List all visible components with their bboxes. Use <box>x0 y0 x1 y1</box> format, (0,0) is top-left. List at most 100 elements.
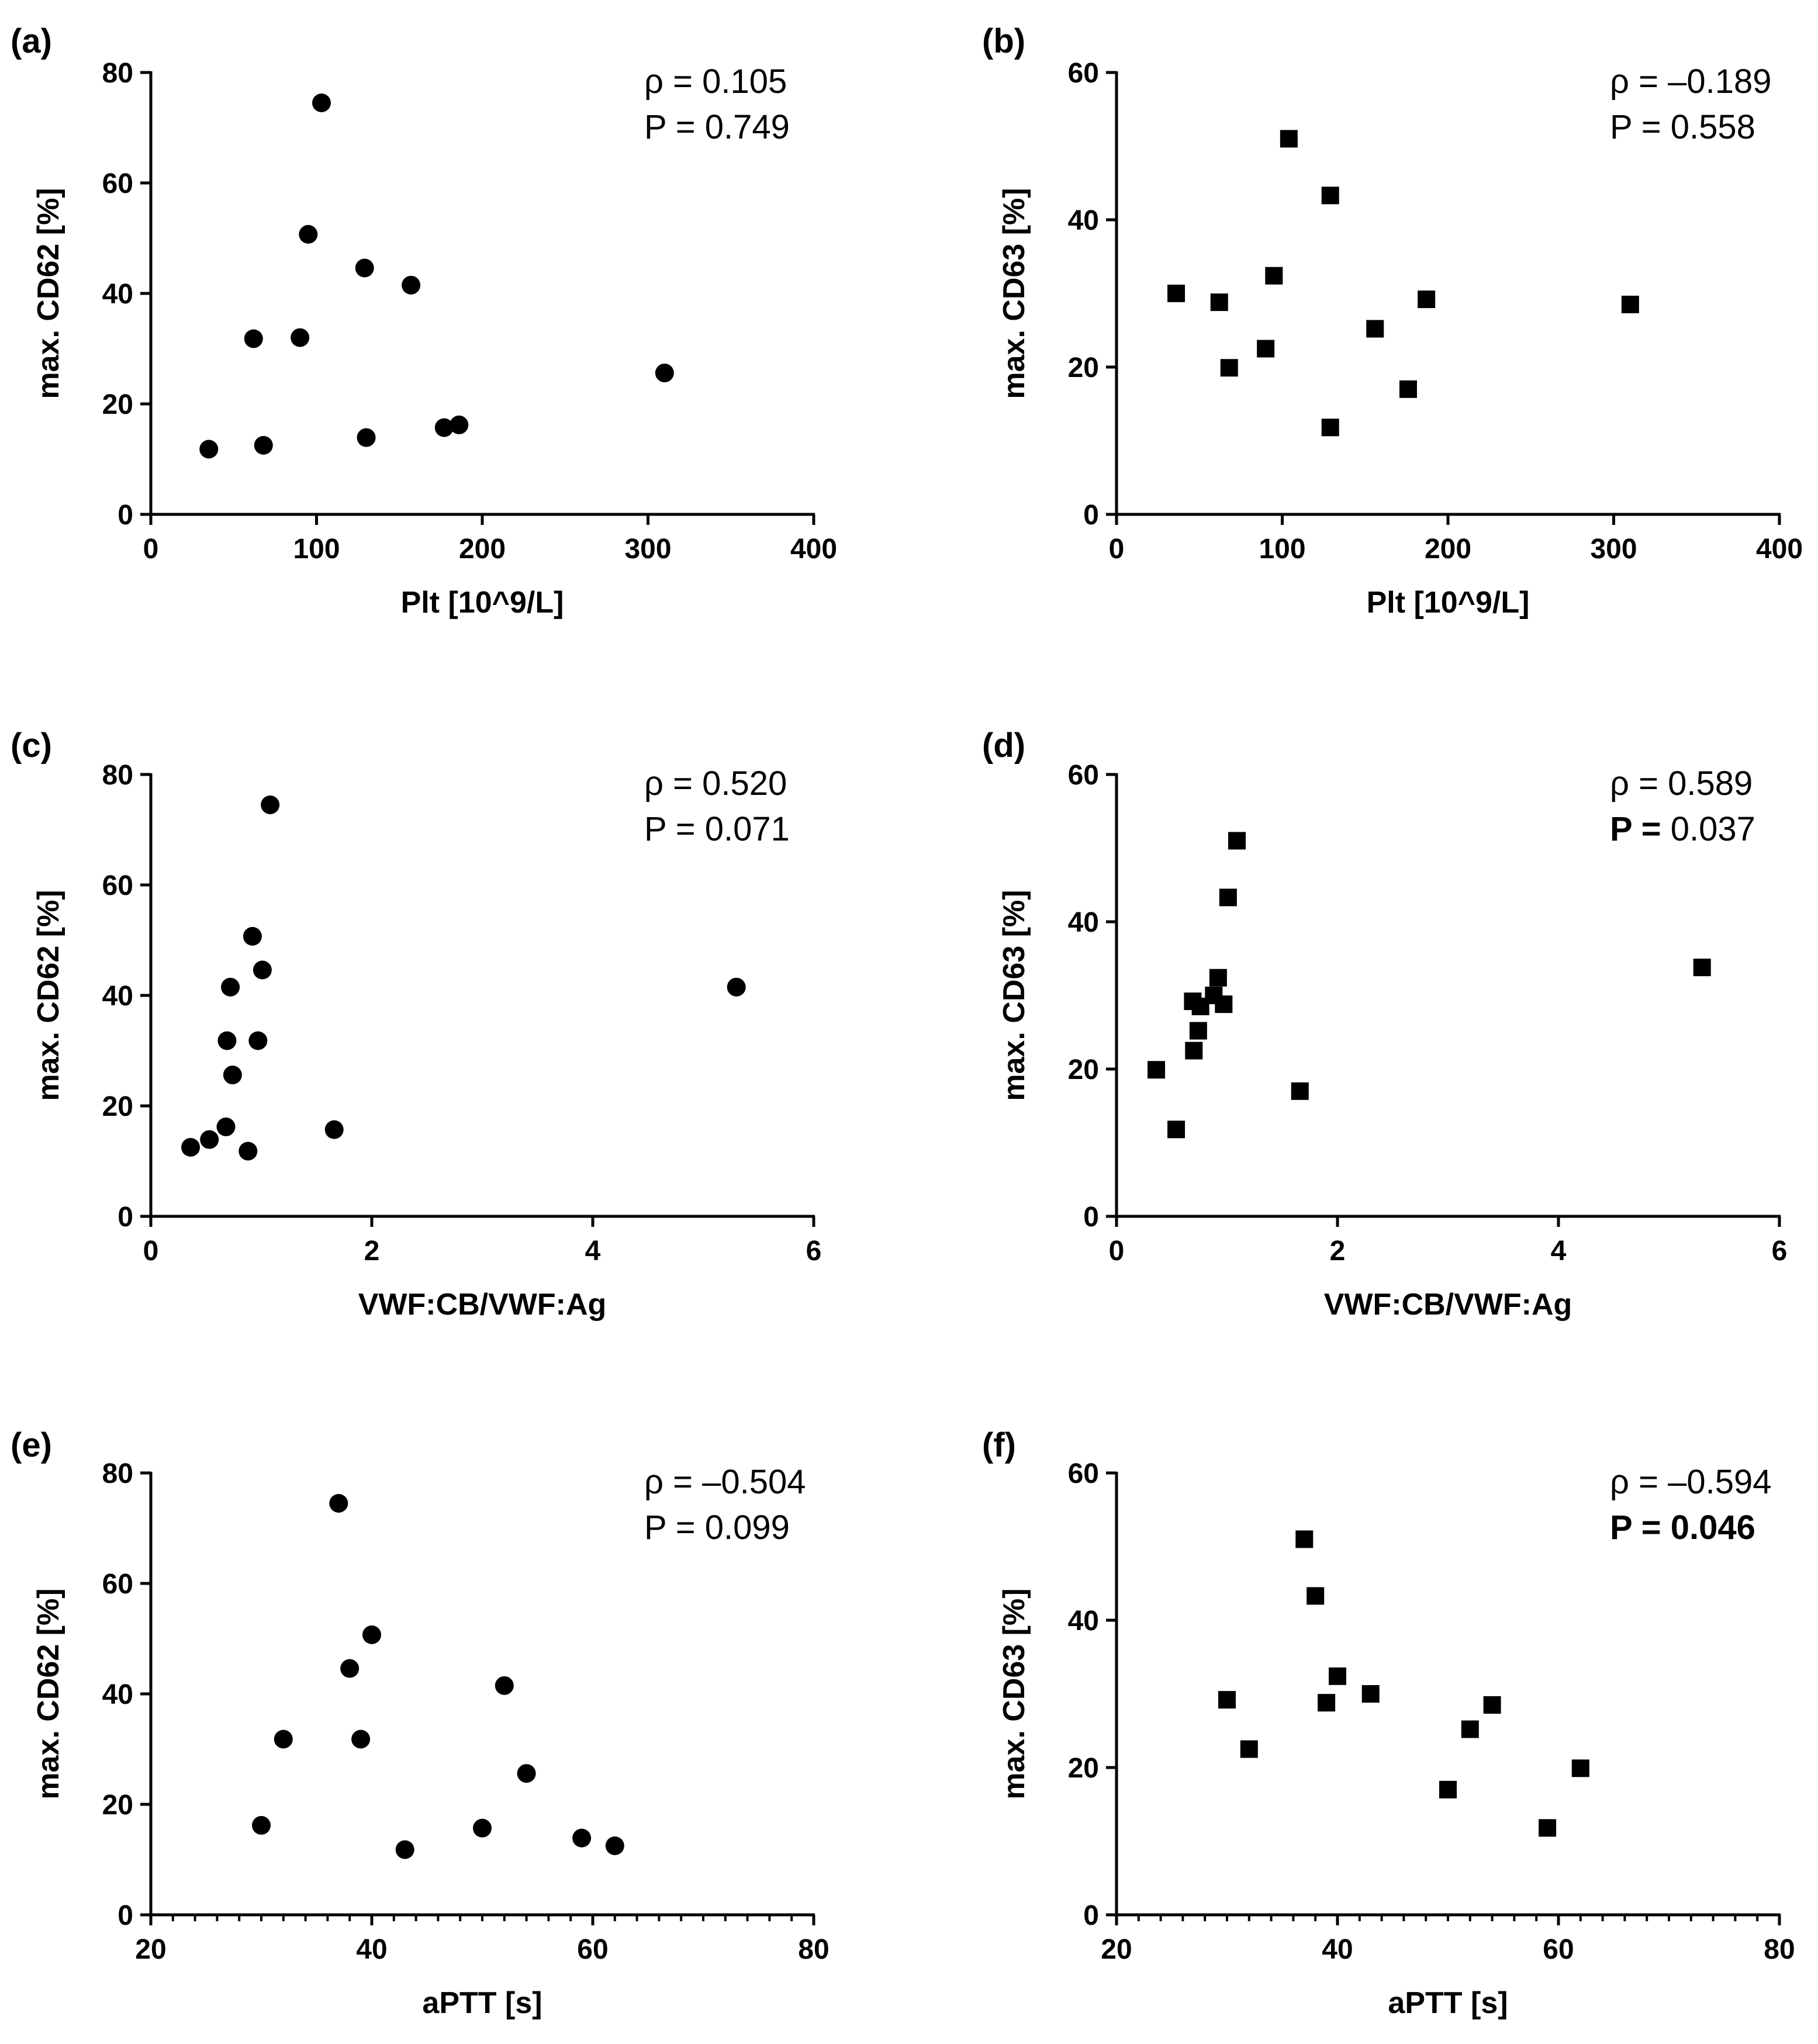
data-point <box>1539 1819 1557 1837</box>
y-tick-label: 60 <box>1068 58 1099 89</box>
data-point <box>291 328 310 347</box>
data-point <box>181 1137 201 1157</box>
x-tick-label: 0 <box>143 534 159 565</box>
y-tick-label: 80 <box>102 58 133 89</box>
x-tick-label: 200 <box>1425 534 1471 565</box>
x-axis-title: Plt [10^9/L] <box>1367 586 1530 620</box>
y-tick-label: 80 <box>102 1458 133 1489</box>
data-point <box>357 428 376 447</box>
data-point <box>324 1120 344 1139</box>
y-tick-label: 80 <box>102 760 133 791</box>
y-tick-label: 20 <box>102 1091 133 1122</box>
stat-p: P = 0.749 <box>644 108 790 146</box>
x-tick-label: 300 <box>1590 534 1637 565</box>
stat-rho: ρ = –0.504 <box>644 1463 806 1501</box>
panel-label: (d) <box>982 727 1025 765</box>
data-point <box>1693 959 1711 977</box>
x-tick-label: 0 <box>1109 1236 1125 1267</box>
y-tick-label: 0 <box>117 500 133 531</box>
x-tick-label: 200 <box>459 534 506 565</box>
panel-label: (e) <box>11 1426 52 1464</box>
data-point <box>248 1031 268 1050</box>
x-tick-label: 2 <box>364 1236 380 1267</box>
x-tick-label: 300 <box>624 534 671 565</box>
data-point <box>200 1130 219 1149</box>
stat-p: P = 0.037 <box>1610 810 1755 848</box>
data-point <box>395 1840 414 1859</box>
y-tick-label: 40 <box>1068 205 1099 236</box>
x-tick-label: 400 <box>1756 534 1803 565</box>
stat-rho: ρ = 0.105 <box>644 63 787 101</box>
data-point <box>1167 285 1185 302</box>
x-tick-label: 60 <box>577 1934 608 1965</box>
data-point <box>1185 1042 1203 1060</box>
panel-a: (a) 0 20 40 60 80 0 100 200 300 400 Plt [10^9/L] max… <box>11 22 837 620</box>
stat-rho: ρ = 0.589 <box>1610 765 1753 803</box>
x-tick-label: 4 <box>585 1236 601 1267</box>
data-point <box>1399 380 1417 398</box>
data-point <box>1167 1120 1185 1139</box>
data-point <box>402 275 421 295</box>
data-point <box>1366 320 1384 338</box>
x-tick-label: 2 <box>1330 1236 1346 1267</box>
y-tick-label: 20 <box>1068 1753 1099 1784</box>
x-tick-label: 100 <box>293 534 340 565</box>
panel-b: (b) 0 20 40 60 0 100 200 300 400 Plt [10^9/L] max. … <box>982 22 1803 620</box>
x-tick-label: 20 <box>1101 1934 1132 1965</box>
y-tick-label: 40 <box>102 1679 133 1710</box>
data-point <box>199 440 219 459</box>
x-axis-title: VWF:CB/VWF:Ag <box>358 1288 607 1322</box>
data-point <box>1215 995 1233 1014</box>
stat-p: P = 0.046 <box>1610 1509 1755 1547</box>
x-tick-label: 20 <box>135 1934 166 1965</box>
y-axis-title: max. CD62 [%] <box>32 1588 65 1799</box>
data-point <box>1307 1587 1325 1605</box>
y-tick-label: 0 <box>1083 1900 1099 1931</box>
data-point <box>312 93 331 112</box>
y-tick-label: 20 <box>102 1790 133 1821</box>
stat-rho: ρ = 0.520 <box>644 765 787 803</box>
panel-label: (b) <box>982 22 1025 60</box>
x-axis-title: aPTT [s] <box>422 1986 542 2020</box>
data-point <box>473 1818 492 1838</box>
x-tick-label: 6 <box>806 1236 822 1267</box>
data-point <box>329 1493 348 1513</box>
x-tick-label: 60 <box>1543 1934 1574 1965</box>
data-point <box>253 960 272 980</box>
data-point <box>351 1730 371 1749</box>
data-point <box>434 418 454 437</box>
data-point <box>1329 1667 1346 1685</box>
data-point <box>1148 1061 1166 1079</box>
x-tick-label: 40 <box>1322 1934 1353 1965</box>
data-point <box>355 258 374 278</box>
panel-label: (f) <box>982 1426 1016 1464</box>
x-tick-label: 80 <box>1764 1934 1795 1965</box>
data-point <box>216 1117 236 1136</box>
stat-p: P = 0.099 <box>644 1509 790 1547</box>
y-tick-label: 0 <box>1083 1202 1099 1233</box>
data-point <box>217 1031 237 1050</box>
data-point <box>517 1764 536 1783</box>
data-point <box>261 795 280 814</box>
data-point <box>1321 419 1339 437</box>
y-tick-label: 20 <box>102 389 133 420</box>
data-point <box>274 1730 293 1749</box>
data-point <box>1189 1022 1207 1040</box>
data-point <box>1209 969 1227 987</box>
data-point <box>223 1066 242 1085</box>
x-tick-label: 6 <box>1772 1236 1788 1267</box>
y-tick-label: 60 <box>102 1569 133 1600</box>
x-tick-label: 100 <box>1259 534 1305 565</box>
data-point <box>221 977 240 997</box>
data-point <box>252 1815 271 1835</box>
data-point <box>655 364 674 383</box>
y-tick-label: 20 <box>1068 352 1099 383</box>
x-axis-title: VWF:CB/VWF:Ag <box>1324 1288 1572 1322</box>
data-point <box>572 1828 592 1848</box>
stat-p: P = 0.071 <box>644 810 790 848</box>
data-point <box>1318 1694 1336 1712</box>
x-axis-title: Plt [10^9/L] <box>401 586 564 620</box>
x-tick-label: 80 <box>798 1934 829 1965</box>
